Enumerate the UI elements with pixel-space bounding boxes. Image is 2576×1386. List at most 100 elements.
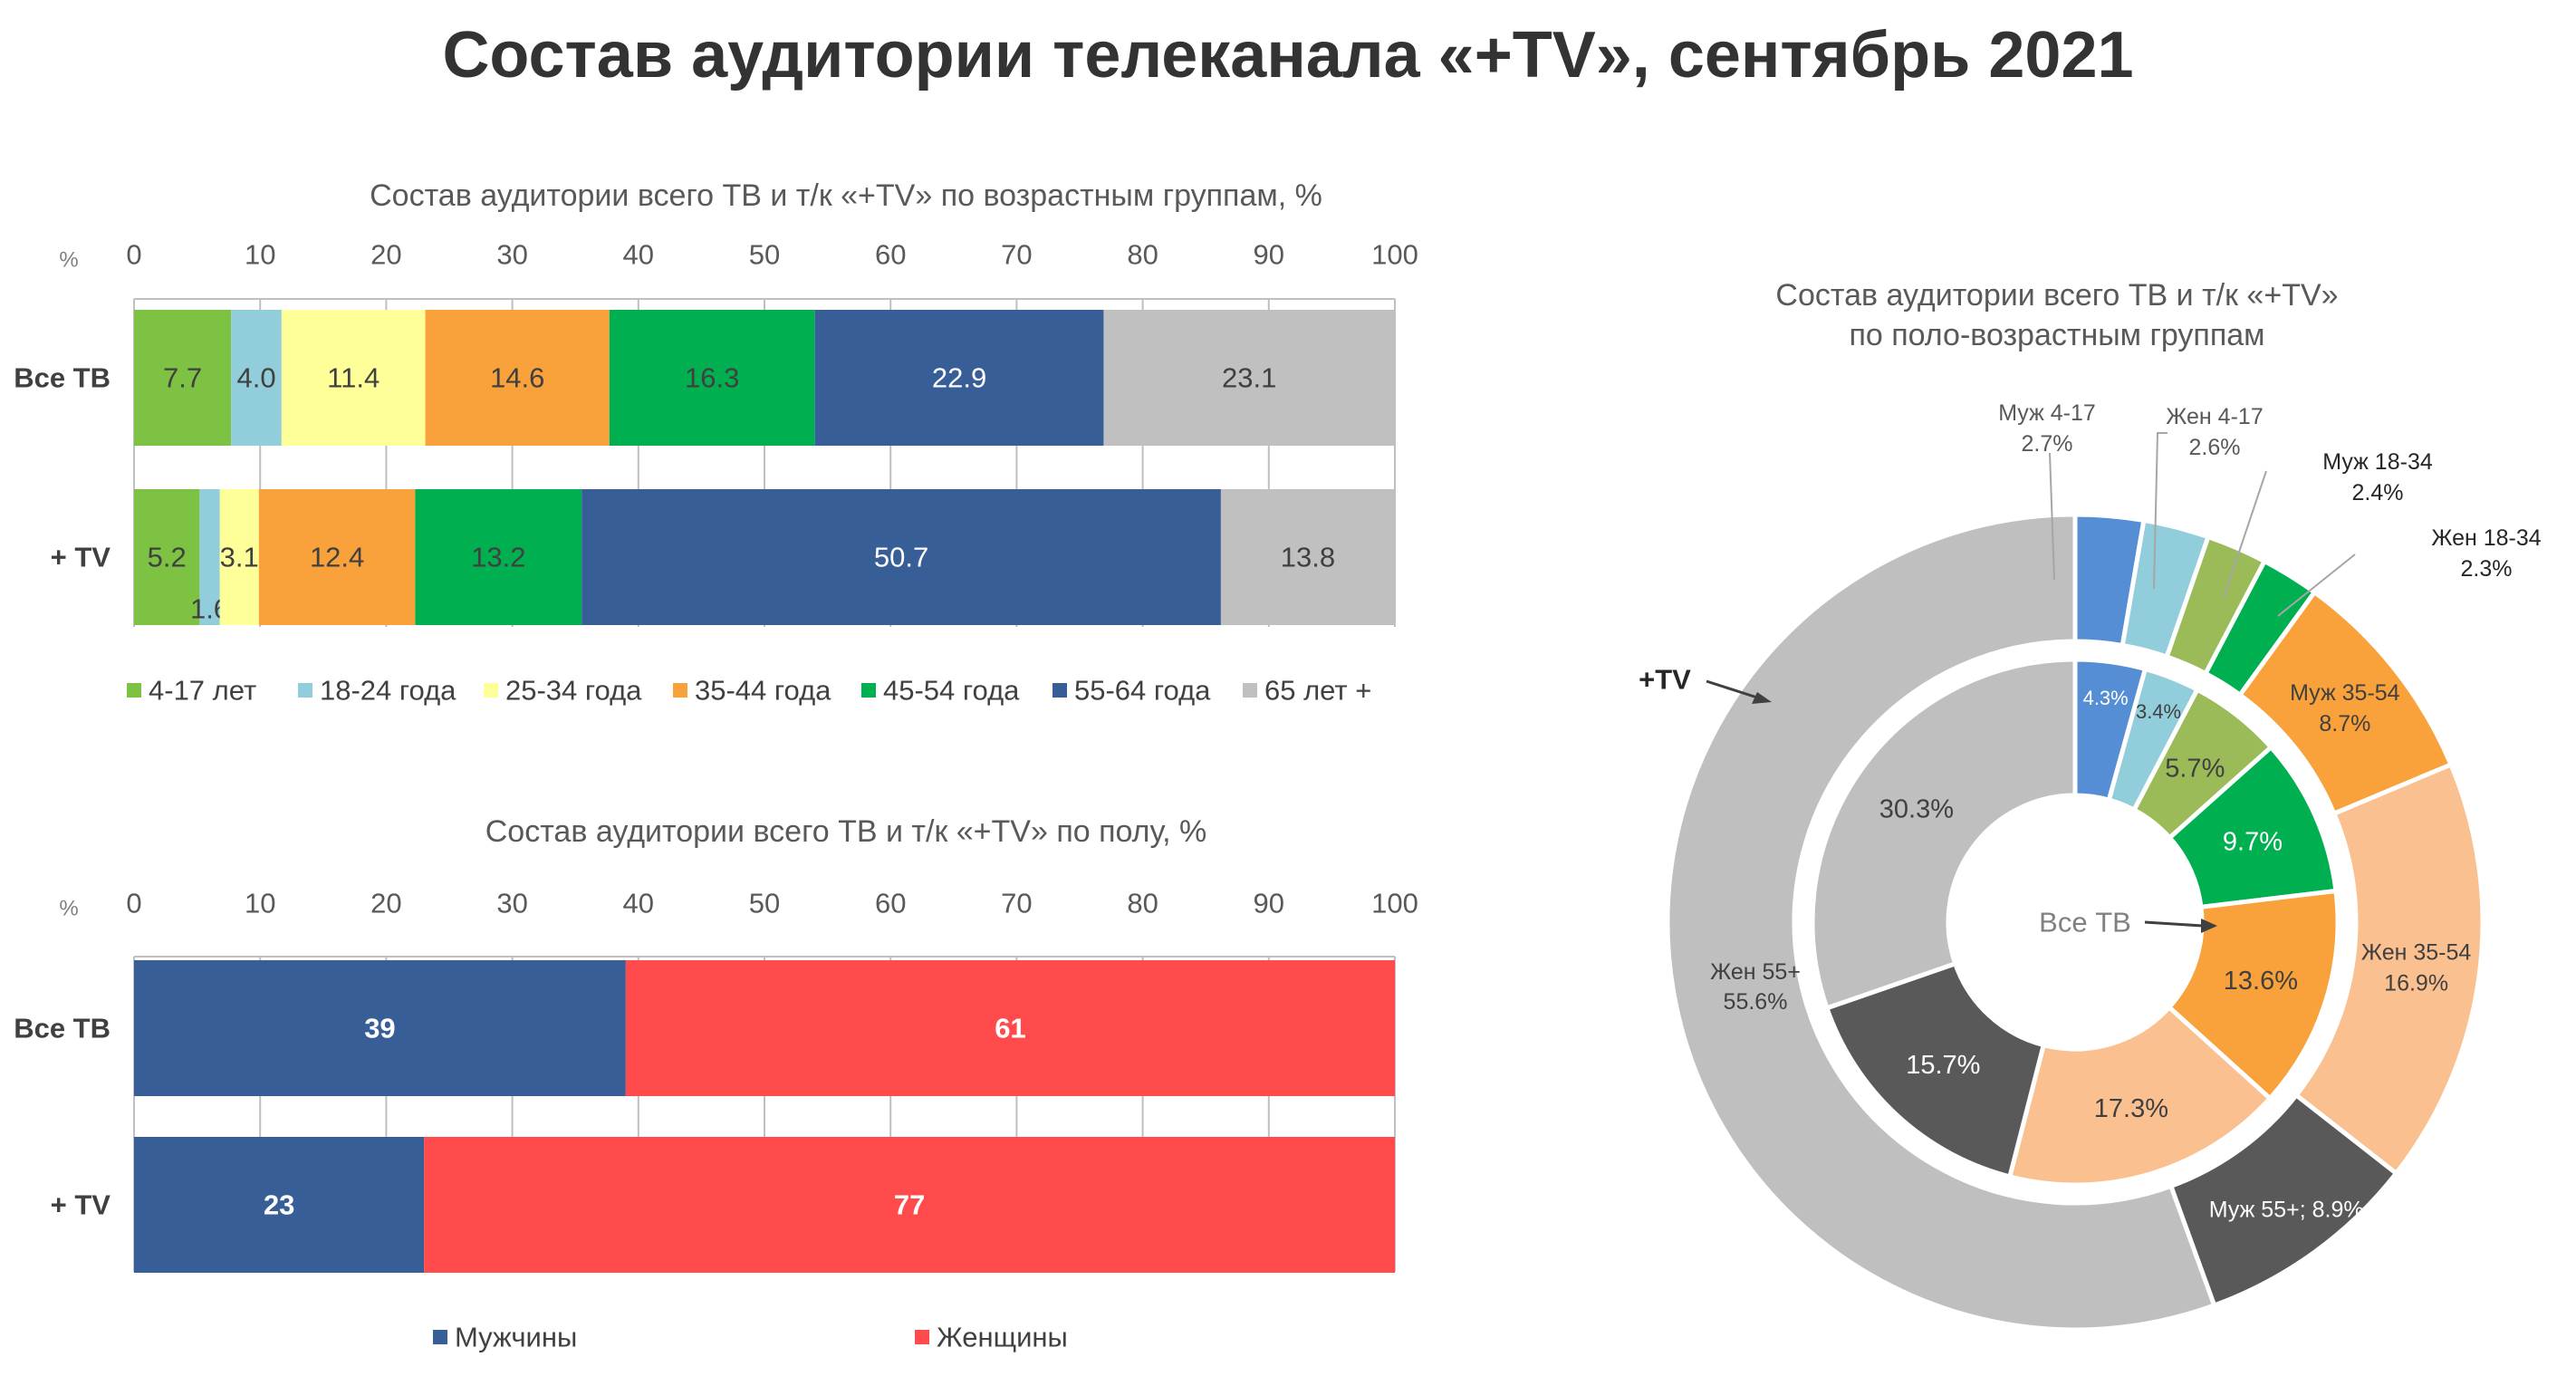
inner-slice-label: 15.7% [1906, 1051, 1980, 1080]
outer-ring-arrowhead [1752, 692, 1772, 704]
data-label: 61 [995, 1013, 1025, 1044]
donut-title-line: Состав аудитории всего ТВ и т/к «+TV» [1775, 278, 2338, 313]
x-tick-label: 40 [623, 888, 654, 919]
data-label: 3.1 [220, 542, 259, 573]
legend-swatch [915, 1330, 929, 1344]
outer-slice-label-name: Муж 35-54 [2290, 680, 2400, 706]
category-label: + TV [51, 1189, 111, 1221]
data-label: 13.2 [471, 542, 525, 573]
bar-chart-title: Состав аудитории всего ТВ и т/к «+TV» по… [485, 814, 1206, 849]
bar-segment [814, 310, 1104, 446]
inner-slice-label: 9.7% [2223, 828, 2283, 857]
x-tick-label: 100 [1371, 888, 1418, 919]
bar-segment [281, 310, 426, 446]
bar-segment [134, 310, 232, 446]
inner-slice-label: 13.6% [2224, 967, 2298, 996]
legend-label: 55-64 года [1074, 675, 1211, 707]
inner-ring-slice [1810, 657, 2078, 1011]
legend-swatch [673, 683, 687, 698]
page-title: Состав аудитории телеканала «+TV», сентя… [442, 19, 2134, 91]
outer-slice-label-name: Жен 4-17 [2166, 404, 2263, 429]
inner-slice-label: 5.7% [2165, 755, 2225, 784]
inner-slice-label: 17.3% [2094, 1094, 2168, 1123]
bar-segment [258, 489, 416, 625]
x-tick-label: 60 [875, 239, 906, 271]
inner-ring-slice [2166, 888, 2341, 1102]
outer-slice-label-value: 2.4% [2352, 480, 2404, 505]
outer-slice-label-value: 2.3% [2461, 556, 2513, 582]
data-label: 11.4 [327, 362, 380, 394]
donut-title-line: по поло-возрастным группам [1849, 318, 2264, 352]
legend-label: Женщины [937, 1322, 1068, 1353]
x-tick-label: 50 [749, 888, 780, 919]
bar-segment [219, 489, 259, 625]
x-tick-label: 10 [245, 239, 275, 271]
x-tick-label: 30 [496, 239, 527, 271]
outer-ring-label: +TV [1639, 664, 1691, 696]
outer-ring-slice [1665, 512, 2217, 1333]
bar-segment [134, 489, 200, 625]
legend-label: 45-54 года [883, 675, 1020, 707]
data-label: 50.7 [874, 542, 928, 573]
outer-slice-label-name: Жен 55+ [1710, 959, 1801, 985]
data-label: 39 [364, 1013, 395, 1044]
leader-line [2277, 553, 2356, 617]
x-tick-label: 20 [370, 239, 401, 271]
outer-ring-slice [2292, 761, 2485, 1177]
x-tick-label: 90 [1254, 888, 1284, 919]
x-tick-label: 50 [749, 239, 780, 271]
axis-unit-label: % [59, 248, 78, 273]
data-label: 14.6 [490, 362, 544, 394]
category-label: Все ТВ [14, 362, 111, 394]
outer-slice-label-name: Жен 18-34 [2431, 525, 2541, 551]
bar-segment [609, 310, 815, 446]
data-label: 16.3 [685, 362, 739, 394]
inner-ring-label: Все ТВ [2039, 907, 2131, 938]
bar-segment [1103, 310, 1395, 446]
bar-segment [415, 489, 582, 625]
outer-slice-label-name: Жен 35-54 [2361, 940, 2471, 966]
leader-line [2223, 470, 2267, 599]
legend-label: 65 лет + [1264, 675, 1371, 707]
axis-unit-label: % [59, 897, 78, 921]
leader-line [2049, 452, 2055, 581]
inner-ring-slice [1823, 960, 2047, 1179]
x-tick-label: 60 [875, 888, 906, 919]
data-label: 22.9 [932, 362, 986, 394]
inner-ring-arrowhead [2201, 919, 2217, 933]
legend-label: 35-44 года [695, 675, 831, 707]
legend-label: 25-34 года [505, 675, 642, 707]
x-tick-label: 90 [1254, 239, 1284, 271]
legend-swatch [127, 683, 141, 698]
bar-segment [1220, 489, 1395, 625]
inner-ring-arrow [2144, 920, 2204, 928]
bar-segment [134, 1137, 425, 1273]
legend-swatch [433, 1330, 447, 1344]
legend-swatch [298, 683, 312, 698]
x-tick-label: 30 [496, 888, 527, 919]
outer-slice-label-value: 55.6% [1724, 989, 1788, 1015]
legend-swatch [1243, 683, 1257, 698]
legend-label: 18-24 года [320, 675, 457, 707]
x-tick-label: 0 [126, 239, 141, 271]
donut-chart: Состав аудитории всего ТВ и т/к «+TV» по … [1639, 278, 2542, 1333]
x-tick-label: 10 [245, 888, 275, 919]
outer-ring-arrow [1706, 679, 1758, 699]
data-label: 23 [264, 1189, 294, 1221]
legend-label: Мужчины [455, 1322, 577, 1353]
x-tick-label: 40 [623, 239, 654, 271]
x-tick-label: 20 [370, 888, 401, 919]
bar-chart-title: Состав аудитории всего ТВ и т/к «+TV» по… [370, 178, 1322, 213]
data-label: 23.1 [1222, 362, 1276, 394]
bar-segment [582, 489, 1221, 625]
legend-label: 4-17 лет [149, 675, 256, 707]
x-tick-label: 80 [1127, 888, 1158, 919]
leader-line [2153, 432, 2167, 590]
outer-slice-label-name: Муж 4-17 [1998, 400, 2096, 426]
legend-swatch [484, 683, 498, 698]
data-label: 12.4 [310, 542, 364, 573]
category-label: + TV [51, 542, 111, 573]
category-label: Все ТВ [14, 1013, 111, 1044]
data-label: 5.2 [148, 542, 187, 573]
